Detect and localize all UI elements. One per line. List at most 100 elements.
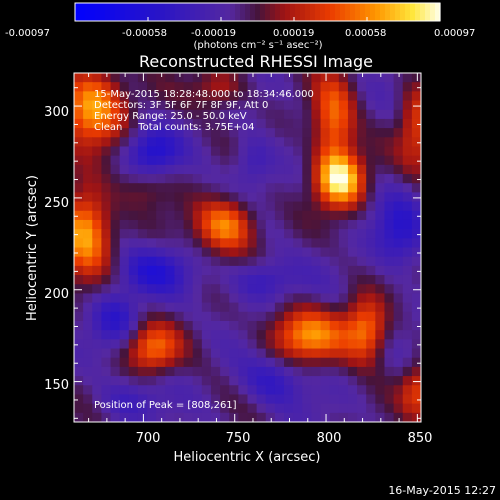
heatmap-cell — [119, 330, 130, 340]
heatmap-cell — [110, 174, 121, 184]
heatmap-cell — [347, 357, 358, 368]
heatmap-cell — [375, 293, 385, 304]
heatmap-cell — [201, 275, 212, 285]
heatmap-cell — [338, 100, 349, 111]
heatmap-cell — [192, 366, 203, 377]
heatmap-cell — [366, 238, 376, 248]
heatmap-cell — [128, 412, 139, 423]
heatmap-cell — [137, 183, 148, 193]
heatmap-cell — [183, 210, 194, 221]
heatmap-cell — [265, 109, 276, 120]
heatmap-cell — [320, 118, 331, 129]
heatmap-cell — [156, 118, 166, 129]
heatmap-cell — [192, 238, 203, 248]
heatmap-cell — [165, 201, 175, 212]
heatmap-cell — [92, 183, 102, 193]
heatmap-cell — [128, 357, 139, 368]
heatmap-cell — [220, 348, 230, 359]
heatmap-cell — [92, 256, 102, 267]
heatmap-cell — [174, 357, 185, 368]
heatmap-cell — [137, 146, 148, 157]
heatmap-cell — [229, 256, 239, 267]
heatmap-cell — [357, 73, 367, 83]
heatmap-cell — [384, 247, 395, 258]
heatmap-cell — [320, 403, 331, 414]
heatmap-cell — [247, 118, 258, 129]
heatmap-cell — [284, 210, 294, 221]
heatmap-cell — [174, 201, 185, 212]
heatmap-cell — [347, 265, 358, 276]
heatmap-cell — [256, 320, 267, 331]
heatmap-cell — [375, 357, 385, 368]
heatmap-cell — [320, 256, 331, 267]
heatmap-cell — [338, 91, 349, 102]
heatmap-cell — [128, 174, 139, 184]
heatmap-cell — [329, 394, 340, 405]
heatmap-cell — [411, 137, 422, 147]
heatmap-cell — [320, 219, 331, 230]
heatmap-cell — [357, 192, 367, 203]
heatmap-cell — [256, 73, 267, 83]
heatmap-cell — [338, 164, 349, 175]
heatmap-cell — [119, 192, 130, 203]
heatmap-cell — [302, 155, 312, 166]
heatmap-cell — [128, 118, 139, 129]
heatmap-cell — [220, 219, 230, 230]
heatmap-cell — [384, 73, 395, 83]
heatmap-cell — [265, 366, 276, 377]
heatmap-cell — [256, 109, 267, 120]
heatmap-cell — [384, 183, 395, 193]
heatmap-cell — [83, 265, 93, 276]
heatmap-cell — [220, 247, 230, 258]
heatmap-cell — [110, 155, 121, 166]
heatmap-cell — [411, 229, 422, 239]
heatmap-cell — [147, 247, 157, 258]
heatmap-cell — [210, 302, 221, 313]
heatmap-cell — [375, 320, 385, 331]
heatmap-cell — [393, 201, 404, 212]
heatmap-cell — [210, 219, 221, 230]
heatmap-cell — [74, 238, 84, 248]
heatmap-cell — [247, 256, 258, 267]
heatmap-cell — [119, 284, 130, 294]
heatmap-cell — [411, 91, 422, 102]
colorbar-segment — [420, 3, 426, 21]
heatmap-cell — [147, 164, 157, 175]
heatmap-cell — [274, 118, 285, 129]
heatmap-cell — [83, 284, 93, 294]
heatmap-cell — [347, 137, 358, 147]
heatmap-cell — [238, 100, 248, 111]
colorbar-segment — [190, 3, 196, 21]
heatmap-cell — [284, 229, 294, 239]
heatmap-cell — [101, 348, 112, 359]
heatmap-cell — [256, 275, 267, 285]
heatmap-cell — [74, 109, 84, 120]
heatmap-cell — [302, 256, 312, 267]
heatmap-cell — [220, 192, 230, 203]
heatmap-cell — [220, 174, 230, 184]
heatmap-cell — [256, 137, 267, 147]
heatmap-cell — [384, 118, 395, 129]
heatmap-cell — [83, 164, 93, 175]
heatmap-cell — [119, 339, 130, 350]
heatmap-cell — [174, 376, 185, 386]
heatmap-cell — [156, 128, 166, 138]
heatmap-cell — [247, 265, 258, 276]
colorbar-segment — [160, 3, 166, 21]
heatmap-cell — [256, 164, 267, 175]
heatmap-cell — [92, 210, 102, 221]
heatmap-cell — [384, 265, 395, 276]
heatmap-cell — [347, 412, 358, 423]
heatmap-cell — [229, 247, 239, 258]
heatmap-cell — [375, 219, 385, 230]
heatmap-cell — [183, 247, 194, 258]
heatmap-cell — [329, 265, 340, 276]
heatmap-cell — [320, 275, 331, 285]
heatmap-cell — [137, 164, 148, 175]
heatmap-cell — [347, 91, 358, 102]
colorbar-tick-label: -0.00058 — [122, 28, 167, 39]
y-axis-label: Heliocentric Y (arcsec) — [25, 175, 40, 321]
plot-frame — [73, 72, 422, 423]
heatmap-cell — [238, 357, 248, 368]
heatmap-cell — [284, 339, 294, 350]
